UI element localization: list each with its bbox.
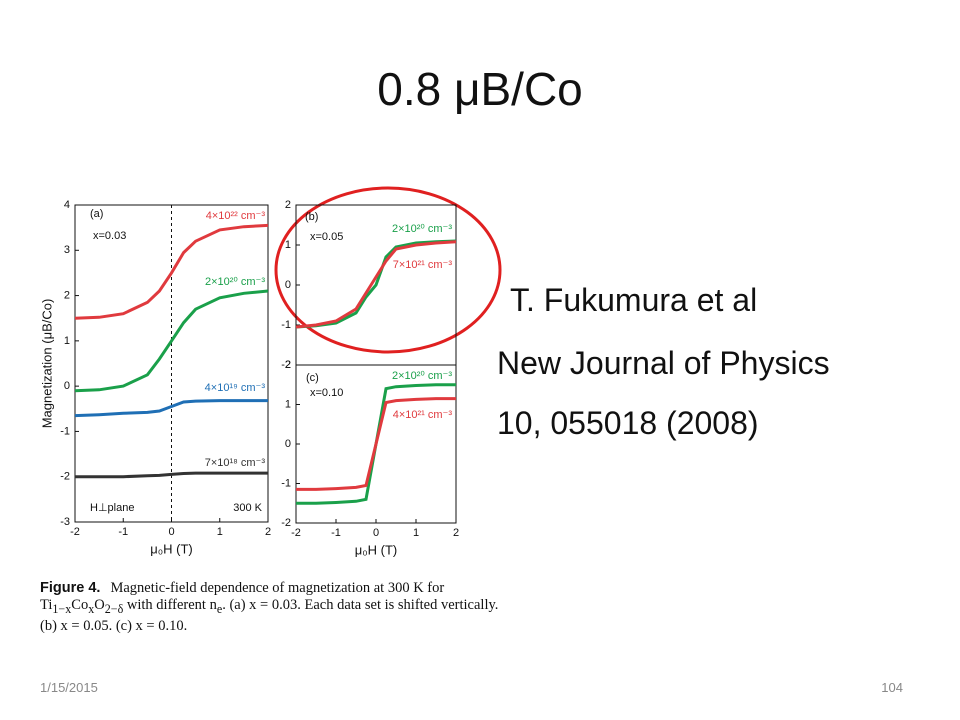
annotation: x=0.05: [310, 231, 343, 243]
y-tick-label: -3: [60, 516, 70, 528]
series-label: 7×10²¹ cm⁻³: [393, 259, 453, 271]
caption-text: . (a) x = 0.03. Each data set is shifted…: [222, 597, 499, 613]
y-tick-label: -1: [281, 477, 291, 489]
series-label: 4×10²² cm⁻³: [206, 210, 266, 222]
figure-caption: Figure 4. Magnetic-field dependence of ma…: [40, 580, 580, 635]
data-line: [74, 223, 269, 320]
x-tick-label: 1: [413, 527, 419, 539]
caption-text: Magnetic-field dependence of magnetizati…: [110, 580, 445, 596]
y-tick-label: 3: [64, 244, 70, 256]
x-tick-label: 2: [265, 526, 271, 538]
data-line: [75, 471, 268, 479]
highlight-ellipse: [274, 186, 502, 354]
annotation: 300 K: [233, 502, 262, 514]
series-label: 2×10²⁰ cm⁻³: [392, 370, 452, 382]
annotation: (a): [90, 208, 103, 220]
caption-label: Figure 4.: [40, 580, 101, 596]
y-tick-label: -2: [60, 471, 70, 483]
page-number: 104: [881, 680, 903, 695]
caption-line: Ti1−xCoxO2−δ with different ne. (a) x = …: [40, 597, 580, 618]
x-tick-label: -2: [70, 526, 80, 538]
citation-line: New Journal of Physics: [497, 345, 830, 381]
caption-subscript: e: [216, 601, 223, 616]
x-tick-label: 0: [373, 527, 379, 539]
data-line: [74, 399, 268, 418]
date: 1/15/2015: [40, 680, 98, 695]
annotation: H⊥plane: [90, 502, 134, 514]
series-label: 7×10¹⁸ cm⁻³: [205, 457, 266, 469]
caption-text: with different n: [123, 597, 217, 613]
x-axis-label: μ₀H (T): [150, 541, 193, 556]
y-tick-label: 0: [285, 279, 291, 291]
y-tick-label: -2: [281, 517, 291, 529]
caption-subscript: 2−δ: [104, 601, 124, 616]
caption-text: Co: [71, 597, 89, 613]
data-line: [295, 239, 457, 329]
series-label: 2×10²⁰ cm⁻³: [392, 223, 452, 235]
y-tick-label: -1: [60, 425, 70, 437]
caption-subscript: 1−x: [52, 601, 72, 616]
annotation: (c): [306, 372, 319, 384]
caption-line: (b) x = 0.05. (c) x = 0.10.: [40, 618, 580, 635]
caption-subscript: x: [88, 601, 95, 616]
y-tick-label: -1: [281, 319, 291, 331]
data-line: [74, 289, 269, 393]
y-tick-label: 4: [64, 199, 70, 211]
x-tick-label: -2: [291, 527, 301, 539]
y-tick-label: 0: [64, 380, 70, 392]
y-tick-label: 1: [285, 398, 291, 410]
y-tick-label: 2: [285, 359, 291, 371]
y-axis-label: Magnetization (μB/Co): [39, 299, 54, 429]
caption-line: Figure 4. Magnetic-field dependence of ma…: [40, 580, 580, 597]
y-tick-label: 2: [64, 289, 70, 301]
series-label: 4×10²¹ cm⁻³: [393, 409, 453, 421]
y-tick-label: 1: [64, 335, 70, 347]
slide-title: 0.8 μB/Co: [377, 63, 583, 115]
caption-text: O: [94, 597, 105, 613]
x-tick-label: -1: [331, 527, 341, 539]
annotation: (b): [305, 211, 318, 223]
x-tick-label: 0: [168, 526, 174, 538]
series-label: 4×10¹⁹ cm⁻³: [205, 382, 266, 394]
x-tick-label: 1: [217, 526, 223, 538]
caption-text: Ti: [40, 597, 53, 613]
citation-line: 10, 055018 (2008): [497, 405, 759, 441]
citation-line: T. Fukumura et al: [510, 282, 758, 318]
x-axis-label: μ₀H (T): [355, 542, 398, 557]
annotation: x=0.10: [310, 387, 343, 399]
y-tick-label: 2: [285, 199, 291, 211]
y-tick-label: 1: [285, 239, 291, 251]
x-tick-label: -1: [118, 526, 128, 538]
data-line: [296, 397, 456, 491]
caption-text: (b) x = 0.05. (c) x = 0.10.: [40, 617, 188, 634]
series-label: 2×10²⁰ cm⁻³: [205, 276, 265, 288]
y-tick-label: 0: [285, 438, 291, 450]
data-line: [295, 240, 457, 329]
x-tick-label: 2: [453, 527, 459, 539]
y-tick-label: -2: [281, 359, 291, 371]
annotation: x=0.03: [93, 230, 126, 242]
